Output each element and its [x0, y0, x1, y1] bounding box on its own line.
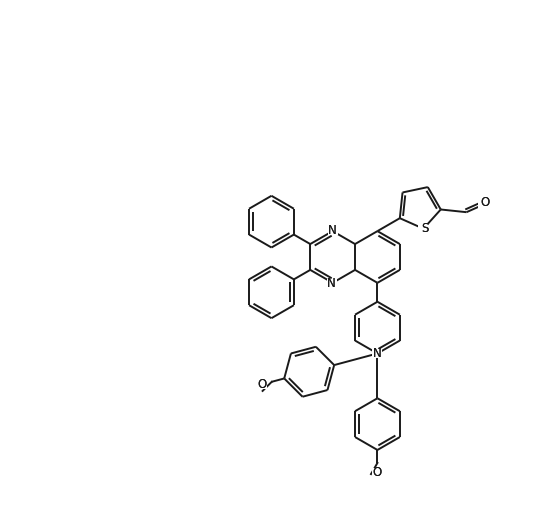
Text: N: N: [328, 224, 337, 237]
FancyBboxPatch shape: [257, 379, 267, 389]
Text: S: S: [421, 222, 428, 235]
Text: O: O: [257, 378, 267, 391]
Text: S: S: [421, 222, 428, 235]
FancyBboxPatch shape: [328, 225, 338, 235]
Text: N: N: [327, 277, 336, 290]
Text: N: N: [328, 224, 337, 237]
Text: N: N: [327, 277, 336, 290]
FancyBboxPatch shape: [373, 468, 383, 478]
Text: N: N: [373, 347, 382, 360]
Text: O: O: [480, 196, 490, 210]
Text: O: O: [373, 466, 382, 479]
FancyBboxPatch shape: [327, 279, 337, 289]
Text: O: O: [373, 466, 382, 479]
Text: O: O: [257, 378, 267, 391]
FancyBboxPatch shape: [373, 348, 383, 359]
Text: O: O: [480, 196, 490, 210]
FancyBboxPatch shape: [478, 200, 488, 210]
Text: N: N: [373, 347, 382, 360]
FancyBboxPatch shape: [418, 224, 428, 234]
